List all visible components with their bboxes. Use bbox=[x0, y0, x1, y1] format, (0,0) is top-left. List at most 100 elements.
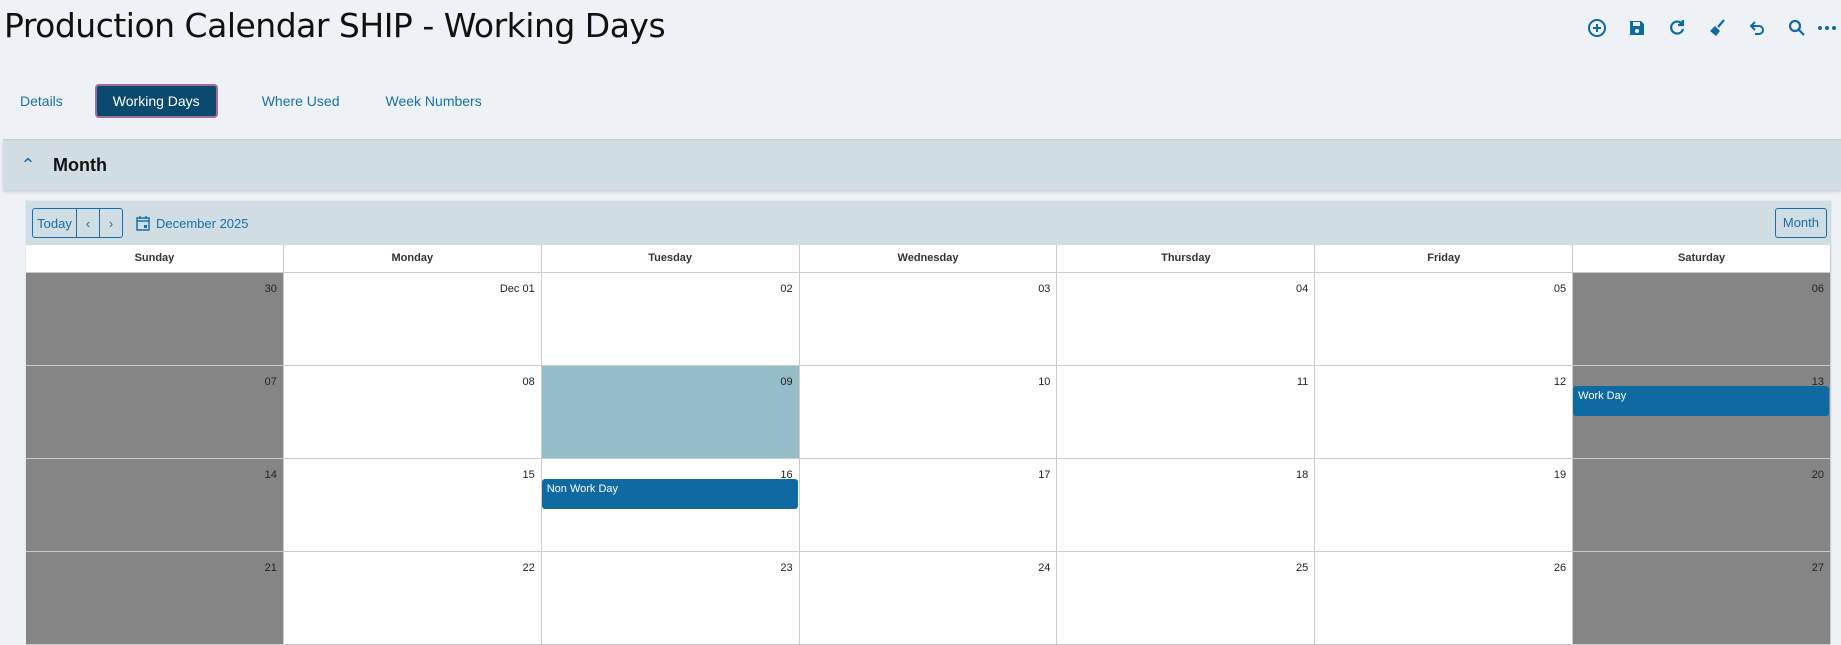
clear-icon[interactable] bbox=[1697, 14, 1737, 42]
day-cell[interactable]: 19 bbox=[1315, 459, 1574, 552]
day-number: 12 bbox=[1553, 376, 1567, 388]
next-month-button[interactable]: › bbox=[100, 209, 122, 237]
month-section-header: ⌃ Month bbox=[3, 139, 1841, 190]
tab-details[interactable]: Details bbox=[20, 93, 63, 109]
day-number: 22 bbox=[522, 562, 535, 574]
day-number: 06 bbox=[1811, 283, 1825, 295]
day-number: 02 bbox=[780, 283, 793, 295]
section-title: Month bbox=[53, 154, 107, 175]
week-row: 14 15 16 Non Work Day 17 18 19 20 bbox=[26, 459, 1832, 552]
day-number: 09 bbox=[780, 376, 793, 388]
week-row: 30 Dec 01 02 03 04 05 06 bbox=[26, 273, 1832, 366]
save-icon[interactable] bbox=[1617, 14, 1657, 42]
day-number: 18 bbox=[1296, 469, 1309, 481]
day-cell[interactable]: 16 Non Work Day bbox=[541, 459, 800, 552]
day-cell[interactable]: 03 bbox=[799, 273, 1058, 366]
day-cell[interactable]: 09 bbox=[541, 366, 800, 459]
day-cell[interactable]: 08 bbox=[283, 366, 542, 459]
weekday-header-row: Sunday Monday Tuesday Wednesday Thursday Frid… bbox=[26, 245, 1832, 273]
day-number: Dec 01 bbox=[499, 283, 535, 295]
day-number: 04 bbox=[1296, 283, 1309, 295]
today-button[interactable]: Today bbox=[33, 209, 77, 237]
day-number: 17 bbox=[1038, 469, 1051, 481]
undo-icon[interactable] bbox=[1737, 14, 1777, 42]
day-number: 25 bbox=[1296, 562, 1309, 574]
day-cell[interactable]: 07 bbox=[26, 366, 284, 459]
month-view-button[interactable]: Month bbox=[1774, 208, 1827, 238]
weekday-header: Friday bbox=[1315, 245, 1574, 273]
add-icon[interactable] bbox=[1577, 14, 1617, 42]
day-cell[interactable]: 14 bbox=[26, 459, 284, 552]
day-cell[interactable]: 13 Work Day bbox=[1573, 366, 1832, 459]
day-cell[interactable]: 20 bbox=[1573, 459, 1832, 552]
day-cell[interactable]: 12 bbox=[1315, 366, 1574, 459]
day-cell[interactable]: 06 bbox=[1573, 273, 1832, 366]
current-month-label[interactable]: December 2025 bbox=[136, 215, 249, 231]
collapse-chevron-icon[interactable]: ⌃ bbox=[20, 154, 36, 175]
day-cell[interactable]: 30 bbox=[26, 273, 284, 366]
day-cell[interactable]: 15 bbox=[283, 459, 542, 552]
day-cell[interactable]: 22 bbox=[283, 552, 542, 645]
calendar-grid: Sunday Monday Tuesday Wednesday Thursday Frid… bbox=[26, 245, 1832, 645]
calendar-icon bbox=[136, 216, 150, 231]
week-row: 07 08 09 10 11 12 13 Work Day bbox=[26, 366, 1832, 459]
calendar-event[interactable]: Non Work Day bbox=[541, 479, 798, 509]
day-number: 21 bbox=[264, 562, 277, 574]
day-number: 23 bbox=[780, 562, 793, 574]
tab-where-used[interactable]: Where Used bbox=[261, 93, 340, 109]
day-cell[interactable]: 23 bbox=[541, 552, 800, 645]
page-title: Production Calendar SHIP - Working Days bbox=[4, 6, 666, 45]
day-cell[interactable]: Dec 01 bbox=[283, 273, 542, 366]
day-number: 26 bbox=[1553, 562, 1567, 574]
nav-button-group: Today ‹ › bbox=[32, 208, 123, 238]
chevron-right-icon: › bbox=[108, 215, 114, 231]
day-number: 15 bbox=[522, 469, 535, 481]
calendar-event[interactable]: Work Day bbox=[1573, 386, 1830, 416]
day-cell[interactable]: 04 bbox=[1057, 273, 1316, 366]
day-cell[interactable]: 24 bbox=[799, 552, 1058, 645]
day-number: 08 bbox=[522, 376, 535, 388]
day-number: 11 bbox=[1296, 376, 1309, 388]
weekday-header: Monday bbox=[283, 245, 542, 273]
day-cell[interactable]: 05 bbox=[1315, 273, 1574, 366]
weekday-header: Tuesday bbox=[541, 245, 800, 273]
day-number: 05 bbox=[1553, 283, 1567, 295]
search-icon[interactable] bbox=[1777, 14, 1817, 42]
day-number: 07 bbox=[264, 376, 277, 388]
day-cell[interactable]: 21 bbox=[26, 552, 284, 645]
weekday-header: Thursday bbox=[1057, 245, 1316, 273]
day-cell[interactable]: 25 bbox=[1057, 552, 1316, 645]
weekday-header: Sunday bbox=[26, 245, 284, 273]
day-number: 16 bbox=[780, 469, 793, 481]
day-cell[interactable]: 02 bbox=[541, 273, 800, 366]
calendar-toolbar: Today ‹ › December 2025 Month bbox=[26, 201, 1831, 246]
day-number: 13 bbox=[1811, 376, 1825, 388]
day-cell[interactable]: 18 bbox=[1057, 459, 1316, 552]
day-number: 10 bbox=[1038, 376, 1051, 388]
day-cell[interactable]: 27 bbox=[1573, 552, 1832, 645]
toolbar-actions bbox=[1577, 14, 1841, 42]
prev-month-button[interactable]: ‹ bbox=[77, 209, 100, 237]
month-year-text: December 2025 bbox=[156, 215, 249, 231]
day-number: 24 bbox=[1038, 562, 1051, 574]
day-cell[interactable]: 26 bbox=[1315, 552, 1574, 645]
tab-working-days[interactable]: Working Days bbox=[94, 84, 218, 118]
day-number: 14 bbox=[264, 469, 277, 481]
day-number: 19 bbox=[1553, 469, 1567, 481]
weekday-header: Wednesday bbox=[799, 245, 1058, 273]
chevron-left-icon: ‹ bbox=[85, 215, 91, 231]
tab-bar: Details Working Days Where Used Week Num… bbox=[0, 84, 502, 118]
more-icon[interactable] bbox=[1817, 14, 1841, 42]
day-cell[interactable]: 11 bbox=[1057, 366, 1316, 459]
tab-week-numbers[interactable]: Week Numbers bbox=[385, 93, 482, 109]
calendar-panel: Today ‹ › December 2025 Month Sunday Mond… bbox=[25, 200, 1832, 645]
weekday-header: Saturday bbox=[1573, 245, 1832, 273]
week-row: 21 22 23 24 25 26 27 bbox=[26, 552, 1832, 645]
day-number: 30 bbox=[264, 283, 277, 295]
day-number: 03 bbox=[1038, 283, 1051, 295]
day-number: 27 bbox=[1811, 562, 1825, 574]
day-cell[interactable]: 10 bbox=[799, 366, 1058, 459]
refresh-icon[interactable] bbox=[1657, 14, 1697, 42]
day-number: 20 bbox=[1811, 469, 1825, 481]
day-cell[interactable]: 17 bbox=[799, 459, 1058, 552]
